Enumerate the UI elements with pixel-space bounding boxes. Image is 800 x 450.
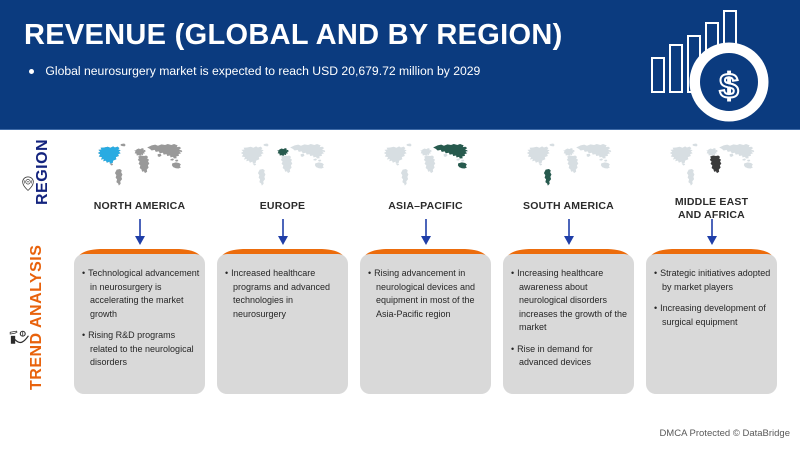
svg-text:$: $ (719, 67, 738, 106)
